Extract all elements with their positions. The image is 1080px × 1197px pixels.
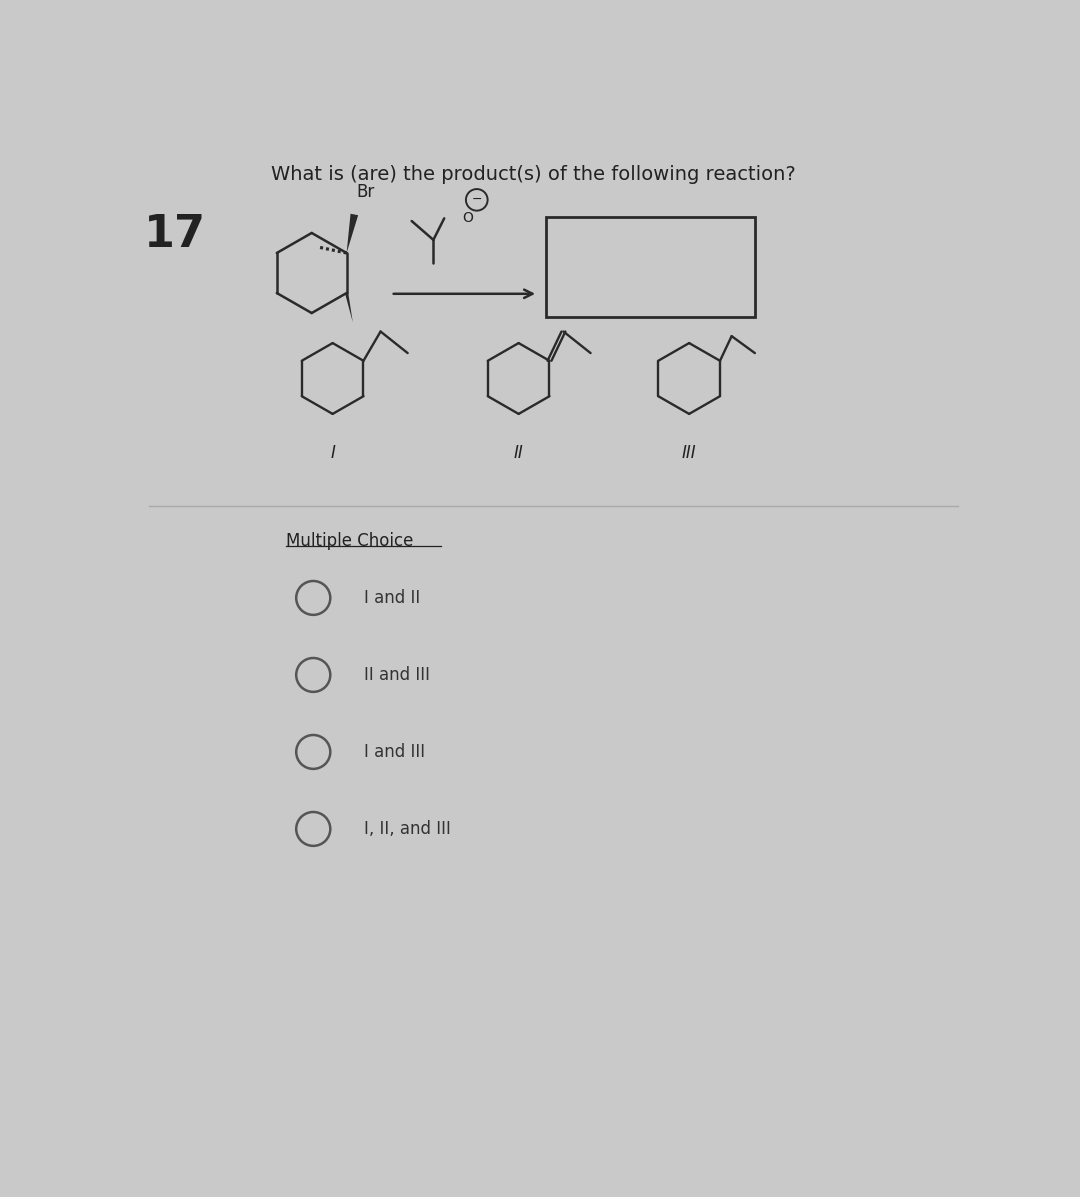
Text: II and III: II and III — [364, 666, 430, 683]
Text: −: − — [472, 194, 482, 206]
Text: Br: Br — [356, 183, 374, 201]
Polygon shape — [347, 214, 359, 253]
Polygon shape — [345, 293, 353, 322]
Text: III: III — [681, 444, 697, 462]
Text: Multiple Choice: Multiple Choice — [286, 533, 414, 551]
Text: I and II: I and II — [364, 589, 420, 607]
Text: I: I — [330, 444, 335, 462]
Text: O: O — [462, 212, 473, 225]
Text: I and III: I and III — [364, 743, 424, 761]
Text: II: II — [514, 444, 524, 462]
Text: 17: 17 — [145, 213, 206, 256]
Bar — [545, 217, 755, 317]
Text: I, II, and III: I, II, and III — [364, 820, 450, 838]
Text: What is (are) the product(s) of the following reaction?: What is (are) the product(s) of the foll… — [271, 165, 795, 184]
